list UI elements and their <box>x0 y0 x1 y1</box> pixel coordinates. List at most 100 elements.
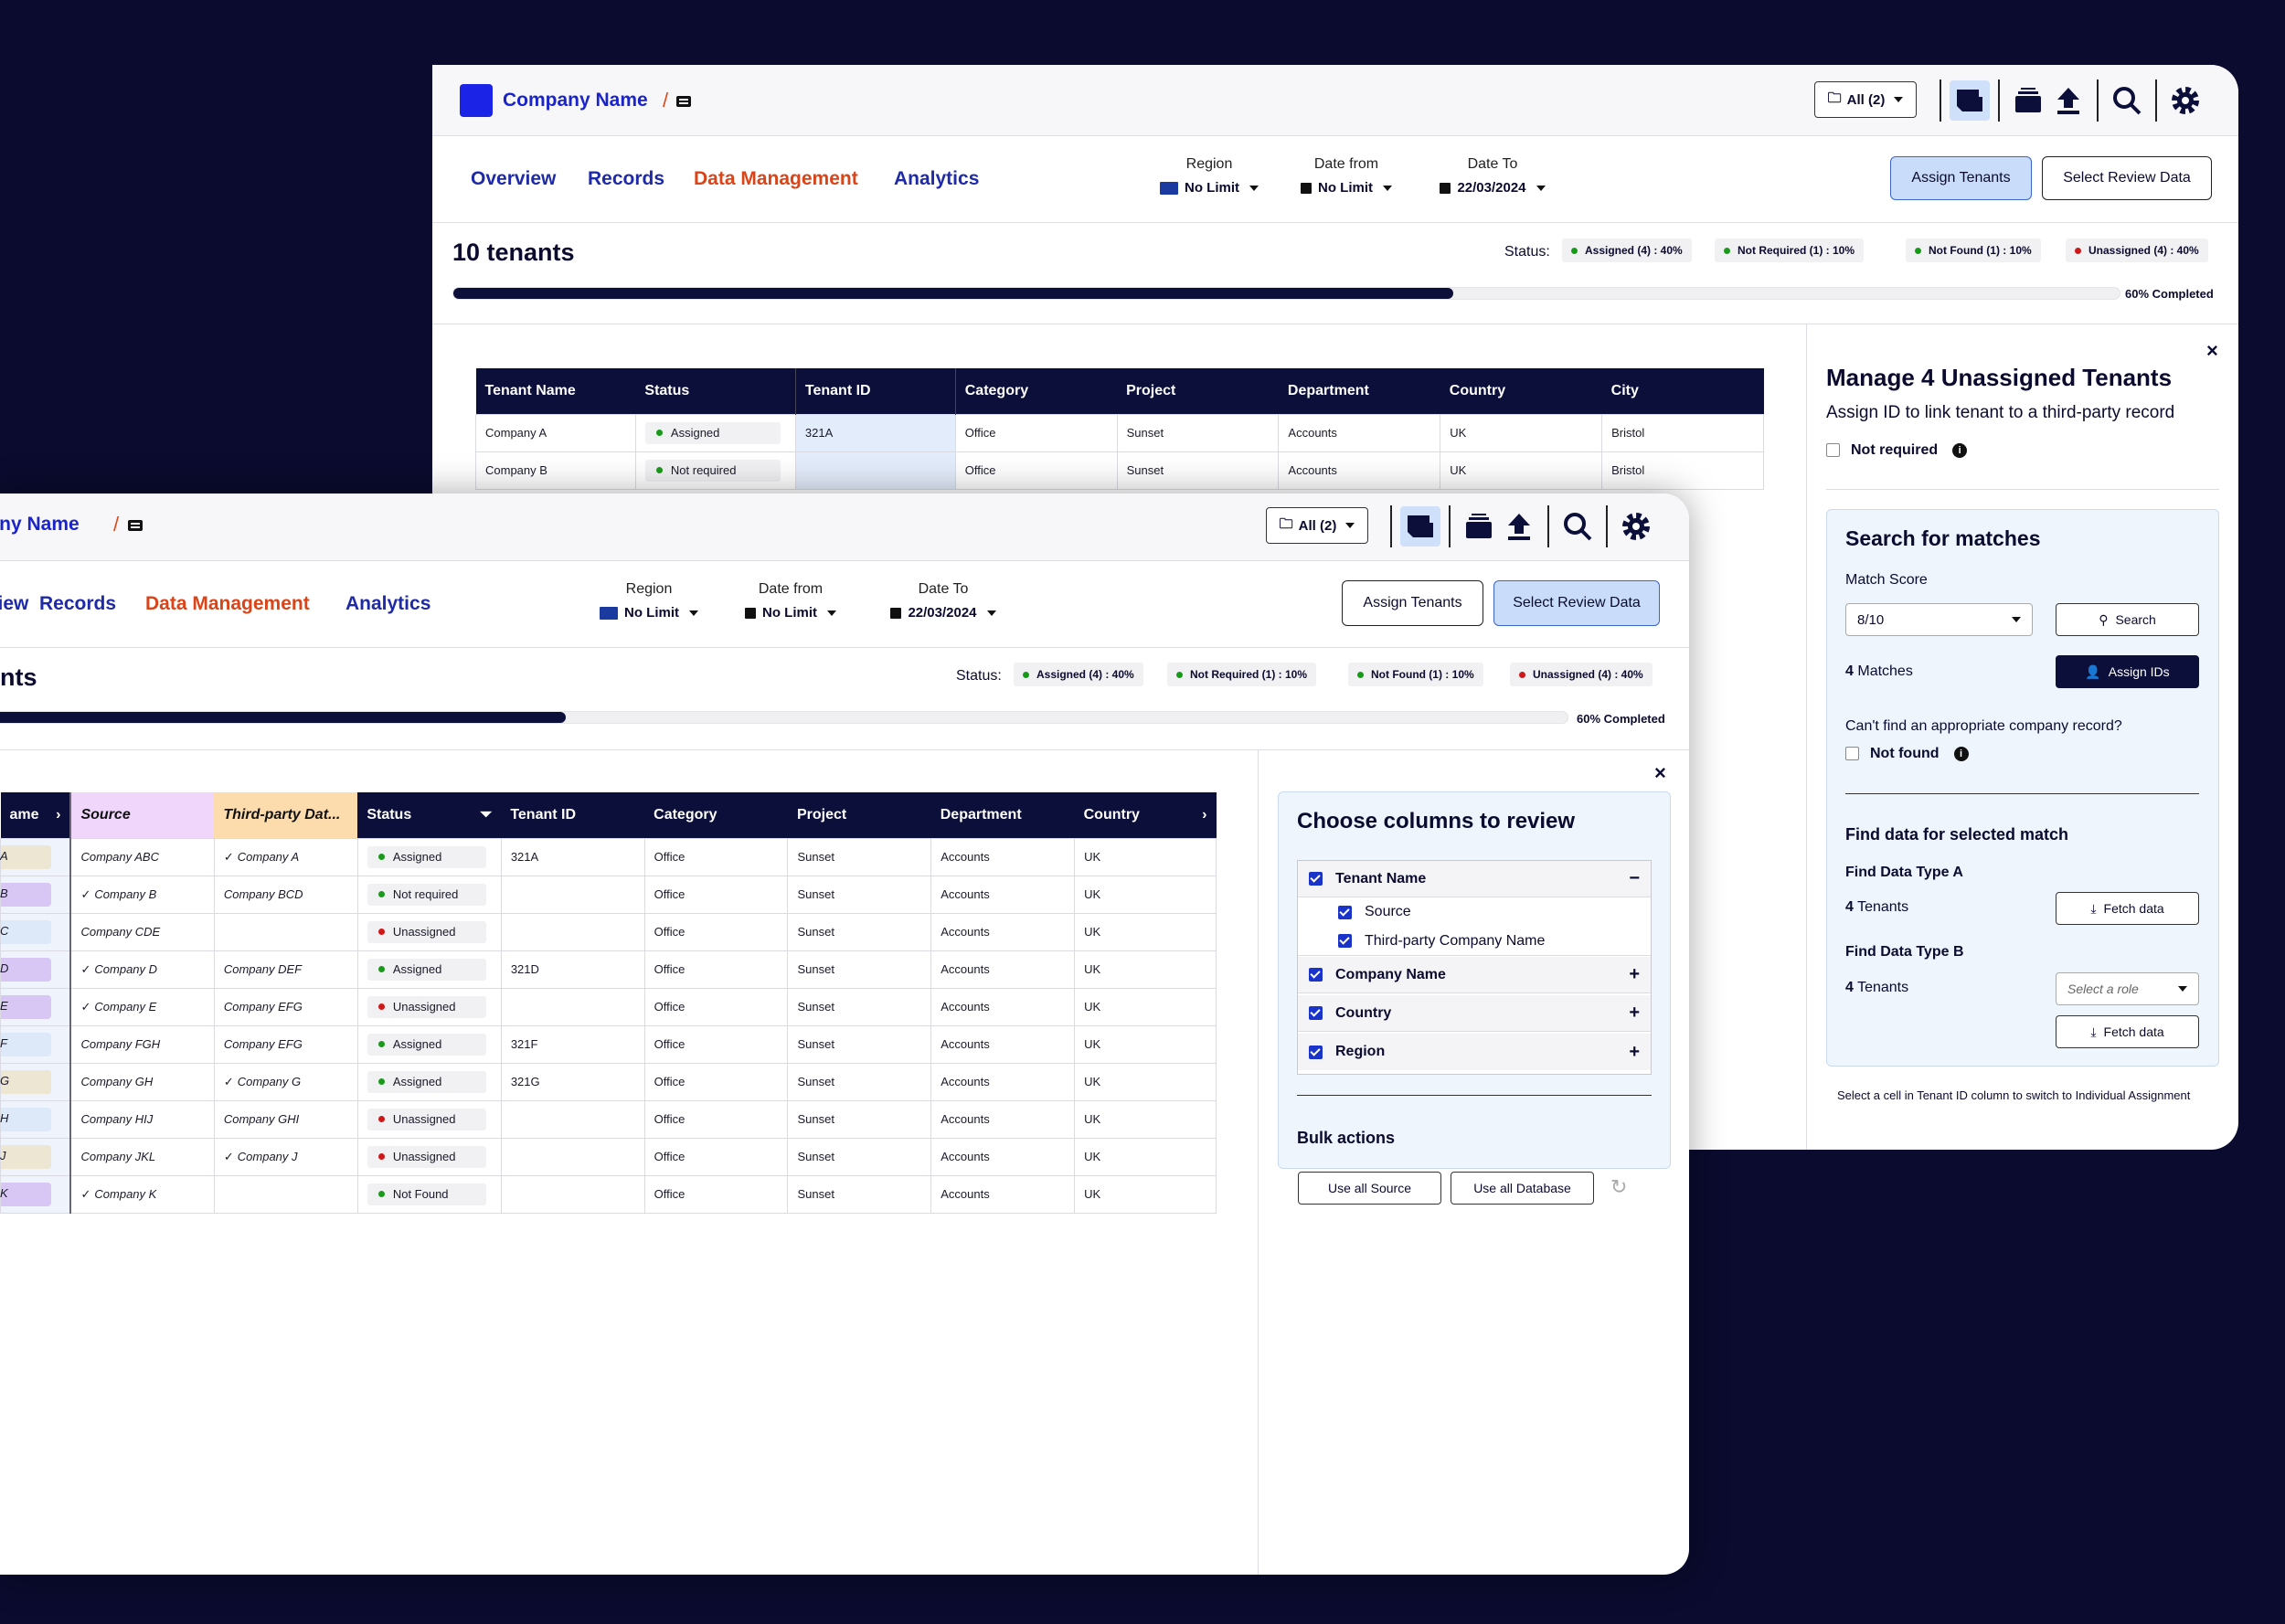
date-from-filter[interactable]: Date from No Limit <box>727 581 855 621</box>
column-header-project[interactable]: Project <box>787 792 931 838</box>
third-party-cell[interactable]: Company EFG <box>213 987 358 1026</box>
tab-overview[interactable]: Overview <box>0 593 29 614</box>
tenant-name-cell[interactable]: D <box>0 950 72 989</box>
table-row[interactable]: B ✓ Company B Company BCD Not required Office… <box>0 875 1217 914</box>
source-cell[interactable]: Company JKL <box>69 1137 215 1176</box>
fetch-data-b-button[interactable]: ⤓ Fetch data <box>2056 1015 2199 1048</box>
third-party-cell[interactable]: ✓ Company J <box>213 1137 358 1176</box>
tenant-id-cell[interactable] <box>500 1099 645 1139</box>
date-from-filter[interactable]: Date from No Limit <box>1282 156 1410 196</box>
brand-name[interactable]: Company Name <box>503 90 648 111</box>
tenant-id-cell[interactable] <box>500 875 645 914</box>
collapse-icon[interactable]: − <box>1629 868 1640 888</box>
role-select[interactable]: Select a role <box>2056 972 2199 1005</box>
stack-icon[interactable] <box>1459 506 1499 547</box>
checkbox[interactable] <box>1309 968 1323 982</box>
table-row[interactable]: C Company CDE Unassigned Office Sunset Accoun… <box>0 912 1217 951</box>
search-button[interactable]: ⚲ Search <box>2056 603 2199 636</box>
expand-icon[interactable]: + <box>1629 964 1640 984</box>
column-header[interactable]: Status <box>635 368 796 414</box>
column-header[interactable]: Tenant Name <box>475 368 636 414</box>
column-header-country[interactable]: Country › <box>1074 792 1217 838</box>
third-party-cell[interactable]: ✓ Company A <box>213 837 358 876</box>
column-header[interactable]: Country <box>1440 368 1602 414</box>
checkbox[interactable] <box>1309 1045 1323 1059</box>
close-icon[interactable]: × <box>2206 339 2218 362</box>
column-header[interactable]: Department <box>1278 368 1440 414</box>
tab-analytics[interactable]: Analytics <box>894 168 980 189</box>
column-header[interactable]: Category <box>955 368 1118 414</box>
source-cell[interactable]: Company ABC <box>69 837 215 876</box>
column-header-category[interactable]: Category <box>644 792 788 838</box>
tenant-id-cell[interactable]: 321G <box>500 1062 645 1101</box>
tenant-name-cell[interactable]: A <box>0 837 72 876</box>
upload-icon[interactable] <box>2048 80 2088 121</box>
review-icon[interactable] <box>1400 506 1440 547</box>
column-group-tenant-name[interactable]: Tenant Name − <box>1298 861 1651 897</box>
tenant-name-cell[interactable]: C <box>0 912 72 951</box>
tab-data-management[interactable]: Data Management <box>145 593 310 614</box>
table-row[interactable]: H Company HIJ Company GHI Unassigned Office S… <box>0 1099 1217 1139</box>
search-icon[interactable] <box>1557 506 1598 547</box>
not-found-checkbox[interactable]: Not found i <box>1845 746 1969 762</box>
assign-ids-button[interactable]: 👤 Assign IDs <box>2056 655 2199 688</box>
gear-icon[interactable] <box>2165 80 2205 121</box>
tenant-name-cell[interactable]: B <box>0 875 72 914</box>
third-party-cell[interactable] <box>213 912 358 951</box>
source-cell[interactable]: ✓ Company E <box>69 987 215 1026</box>
source-cell[interactable]: Company HIJ <box>69 1099 215 1139</box>
tab-records[interactable]: Records <box>588 168 665 189</box>
not-required-checkbox[interactable]: Not required i <box>1826 442 1968 459</box>
reset-icon[interactable]: ↻ <box>1610 1175 1628 1198</box>
tenant-name-cell[interactable]: F <box>0 1024 72 1064</box>
column-header-department[interactable]: Department <box>930 792 1075 838</box>
date-to-filter[interactable]: Date To 22/03/2024 <box>1419 156 1566 196</box>
match-score-select[interactable]: 8/10 <box>1845 603 2033 636</box>
tenant-name-cell[interactable]: G <box>0 1062 72 1101</box>
tab-analytics[interactable]: Analytics <box>345 593 431 614</box>
table-row[interactable]: G Company GH ✓ Company G Assigned 321G Office S… <box>0 1062 1217 1101</box>
gear-icon[interactable] <box>1616 506 1656 547</box>
database-icon[interactable] <box>676 96 691 107</box>
tenant-id-cell[interactable] <box>500 987 645 1026</box>
tenant-id-cell[interactable] <box>500 1137 645 1176</box>
column-header-status[interactable]: Status ⏷ <box>357 792 502 838</box>
checkbox[interactable] <box>1338 905 1352 919</box>
column-header-tenant_id[interactable]: Tenant ID <box>501 792 645 838</box>
review-icon[interactable] <box>1950 80 1990 121</box>
expand-icon[interactable]: + <box>1629 1003 1640 1023</box>
assign-tenants-button[interactable]: Assign Tenants <box>1890 156 2032 200</box>
table-row[interactable]: D ✓ Company D Company DEF Assigned 321D Office… <box>0 950 1217 989</box>
database-icon[interactable] <box>128 520 143 531</box>
tenant-id-cell[interactable]: 321A <box>500 837 645 876</box>
region-filter[interactable]: Region No Limit <box>580 581 717 621</box>
checkbox[interactable] <box>1309 872 1323 886</box>
tab-records[interactable]: Records <box>39 593 117 614</box>
source-cell[interactable]: ✓ Company K <box>69 1174 215 1214</box>
column-option-source[interactable]: Source <box>1298 897 1651 927</box>
search-icon[interactable] <box>2107 80 2147 121</box>
tab-overview[interactable]: Overview <box>471 168 557 189</box>
third-party-cell[interactable]: Company DEF <box>213 950 358 989</box>
stack-icon[interactable] <box>2008 80 2048 121</box>
assign-tenants-button[interactable]: Assign Tenants <box>1342 580 1483 626</box>
third-party-cell[interactable]: Company EFG <box>213 1024 358 1064</box>
third-party-cell[interactable]: Company GHI <box>213 1099 358 1139</box>
column-header-source[interactable]: Source <box>70 792 215 838</box>
close-icon[interactable]: × <box>1654 761 1666 784</box>
table-row[interactable]: A Company ABC ✓ Company A Assigned 321A Office… <box>0 837 1217 876</box>
column-group-company-name[interactable]: Company Name + <box>1298 957 1651 993</box>
table-cell[interactable] <box>794 451 956 490</box>
tenant-id-cell[interactable] <box>500 1174 645 1214</box>
column-group-region[interactable]: Region + <box>1298 1034 1651 1070</box>
table-row[interactable]: F Company FGH Company EFG Assigned 321F Offic… <box>0 1024 1217 1064</box>
table-row[interactable]: E ✓ Company E Company EFG Unassigned Office Su… <box>0 987 1217 1026</box>
date-to-filter[interactable]: Date To 22/03/2024 <box>870 581 1016 621</box>
all-filter-button[interactable]: 🗀 All (2) <box>1814 81 1917 118</box>
tenant-id-cell[interactable]: 321D <box>500 950 645 989</box>
tenant-name-cell[interactable]: K <box>0 1174 72 1214</box>
tenant-name-cell[interactable]: E <box>0 987 72 1026</box>
column-header[interactable]: Project <box>1117 368 1279 414</box>
source-cell[interactable]: ✓ Company B <box>69 875 215 914</box>
table-row[interactable]: K ✓ Company K Not Found Office Sunset Accounts… <box>0 1174 1217 1214</box>
